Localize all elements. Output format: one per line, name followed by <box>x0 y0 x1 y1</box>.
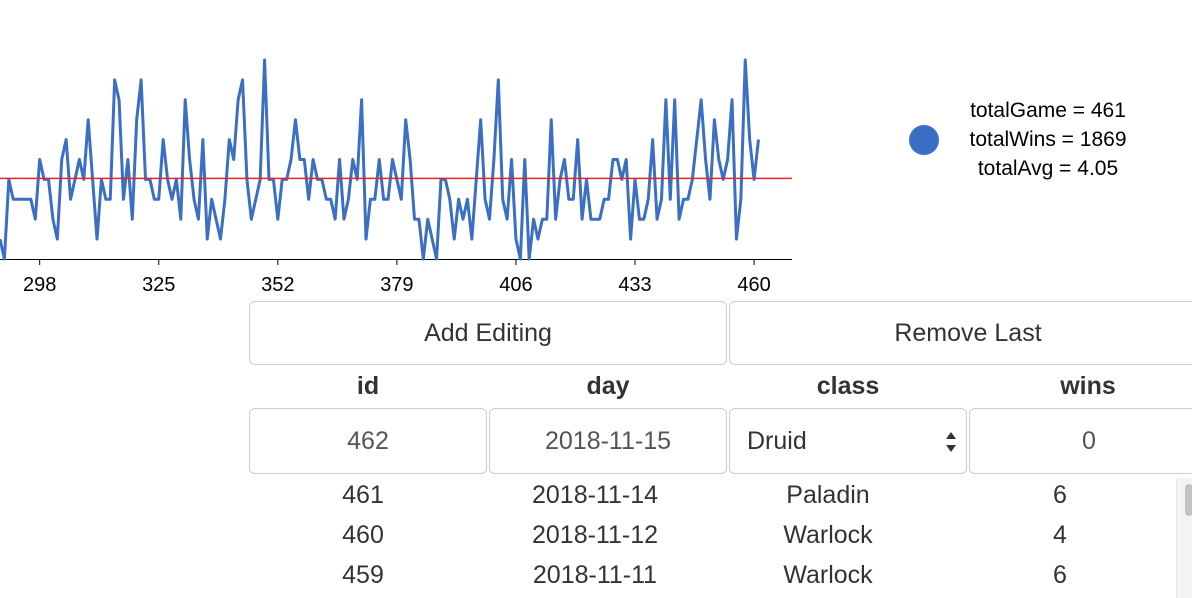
column-header: wins <box>1060 372 1116 400</box>
scrollbar[interactable] <box>1176 478 1192 598</box>
x-tick-label: 325 <box>142 274 175 296</box>
x-tick-label: 298 <box>23 274 56 296</box>
scroll-thumb[interactable] <box>1185 484 1192 516</box>
table-cell: Warlock <box>783 521 873 549</box>
day-input[interactable]: 2018-11-15 <box>489 408 727 474</box>
remove-button[interactable]: Remove Last <box>729 301 1192 365</box>
table-cell: 2018-11-11 <box>532 561 658 589</box>
column-header: day <box>586 372 630 400</box>
x-tick-label: 460 <box>737 274 770 296</box>
legend-text: totalGame = 461 <box>970 99 1126 122</box>
id-input[interactable]: 462 <box>249 408 487 474</box>
legend-marker <box>909 125 939 155</box>
column-header: class <box>816 372 880 400</box>
add-button[interactable]: Add Editing <box>249 301 727 365</box>
x-tick-label: 379 <box>380 274 413 296</box>
legend-text: totalAvg = 4.05 <box>977 157 1119 180</box>
class-select[interactable]: Druid <box>729 408 967 474</box>
table-cell: 461 <box>342 481 384 509</box>
select-arrows <box>946 432 956 452</box>
table-cell: 6 <box>1053 561 1067 589</box>
table-cell: 6 <box>1053 481 1067 509</box>
chart: 298 325 352 379 406 433 460 <box>0 58 792 296</box>
table-cell: Warlock <box>783 561 873 589</box>
table-cell: 459 <box>342 561 384 589</box>
x-tick-label: 406 <box>499 274 532 296</box>
plot-area <box>0 58 760 261</box>
legend-text: totalWins = 1869 <box>969 128 1127 151</box>
x-tick-label: 352 <box>261 274 294 296</box>
data-line <box>0 58 760 261</box>
table-cell: 2018-11-14 <box>531 481 659 509</box>
x-tick-label: 433 <box>618 274 651 296</box>
wins-input[interactable]: 0 <box>969 408 1192 474</box>
column-header: id <box>356 372 380 400</box>
select-value: Druid <box>747 426 807 455</box>
table-cell: Paladin <box>786 481 870 509</box>
table-cell: 460 <box>342 521 384 549</box>
table-cell: 2018-11-12 <box>531 521 659 549</box>
table-cell: 4 <box>1053 521 1067 549</box>
